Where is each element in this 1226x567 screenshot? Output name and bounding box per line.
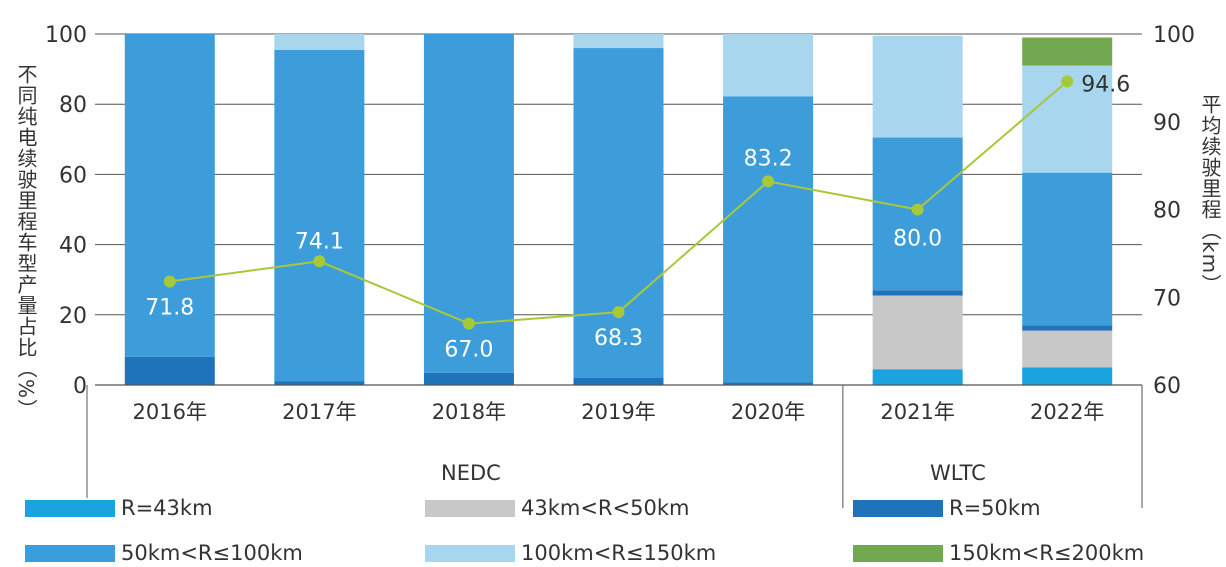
line-point: [612, 306, 625, 319]
line-data-label: 74.1: [295, 229, 344, 254]
bar-segment: [124, 34, 215, 357]
bar-segment: [573, 377, 664, 385]
bar-segment: [274, 34, 365, 50]
line-point: [163, 275, 176, 288]
line-data-label: 83.2: [744, 146, 793, 171]
y2-axis-title: 平均续驶里程（km）: [1198, 94, 1222, 296]
bar-segment: [1022, 330, 1113, 368]
bar-segment: [274, 49, 365, 382]
bar-segment: [274, 381, 365, 385]
bar-segment: [872, 290, 963, 296]
y2-tick-label: 60: [1153, 374, 1181, 399]
x-tick-label: 2021年: [880, 400, 954, 424]
y2-tick-label: 70: [1153, 286, 1181, 311]
bar-segment: [1022, 37, 1113, 66]
line-point: [462, 317, 475, 330]
y-tick-label: 80: [59, 93, 87, 118]
line-point: [911, 203, 924, 216]
bar-segment: [723, 96, 814, 383]
x-tick-label: 2018年: [432, 400, 506, 424]
bar-segment: [872, 369, 963, 385]
line-point: [1061, 75, 1074, 88]
line-data-label: 80.0: [893, 227, 942, 252]
x-tick-label: 2019年: [581, 400, 655, 424]
x-tick-label: 2016年: [133, 400, 207, 424]
bar-segment: [573, 34, 664, 49]
bar-segment: [723, 382, 814, 385]
line-data-label: 68.3: [594, 326, 643, 351]
bar-segment: [1022, 367, 1113, 385]
y-axis-title: 不同纯电续驶里程车型产量占比（%）: [14, 64, 38, 421]
line-point: [313, 255, 326, 268]
line-data-label: 71.8: [145, 295, 194, 320]
group-label-wltc: WLTC: [930, 461, 986, 485]
y2-tick-label: 80: [1153, 199, 1181, 224]
bar-segment: [124, 356, 215, 385]
bar-segment: [573, 48, 664, 378]
bar-segment: [423, 372, 514, 385]
x-tick-label: 2020年: [731, 400, 805, 424]
y-tick-label: 100: [45, 23, 87, 48]
x-tick-label: 2022年: [1030, 400, 1104, 424]
bar-segment: [872, 35, 963, 138]
bar-segment: [872, 295, 963, 370]
x-tick-label: 2017年: [282, 400, 356, 424]
bar-segment: [723, 34, 814, 97]
y2-tick-label: 100: [1153, 23, 1195, 48]
bar-segment: [1022, 325, 1113, 331]
y-tick-label: 0: [73, 374, 87, 399]
y2-tick-label: 90: [1153, 111, 1181, 136]
line-data-label: 67.0: [444, 338, 493, 363]
line-data-label: 94.6: [1081, 72, 1130, 97]
bar-segment: [1022, 172, 1113, 326]
y-tick-label: 60: [59, 163, 87, 188]
y-tick-label: 40: [59, 234, 87, 259]
group-label-nedc: NEDC: [441, 461, 501, 485]
y-tick-label: 20: [59, 304, 87, 329]
bar-segment: [423, 34, 514, 373]
line-point: [762, 175, 775, 188]
